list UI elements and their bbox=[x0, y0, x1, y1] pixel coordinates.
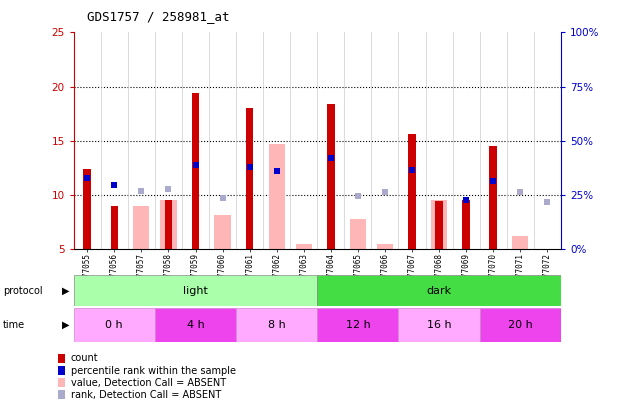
Bar bbox=[435, 201, 443, 249]
Text: 4 h: 4 h bbox=[187, 320, 204, 330]
Text: GDS1757 / 258981_at: GDS1757 / 258981_at bbox=[87, 10, 229, 23]
Bar bbox=[246, 108, 253, 249]
Bar bbox=[512, 236, 528, 249]
Bar bbox=[479, 308, 561, 342]
Bar bbox=[490, 146, 497, 249]
Bar bbox=[296, 244, 312, 249]
Bar bbox=[350, 219, 366, 249]
Bar bbox=[236, 308, 317, 342]
Text: 12 h: 12 h bbox=[345, 320, 370, 330]
Bar bbox=[133, 206, 149, 249]
Text: time: time bbox=[3, 320, 26, 330]
Text: 20 h: 20 h bbox=[508, 320, 533, 330]
Bar bbox=[110, 206, 118, 249]
Text: percentile rank within the sample: percentile rank within the sample bbox=[71, 366, 235, 375]
Text: 8 h: 8 h bbox=[268, 320, 286, 330]
Text: 0 h: 0 h bbox=[106, 320, 123, 330]
Text: value, Detection Call = ABSENT: value, Detection Call = ABSENT bbox=[71, 378, 226, 388]
Bar bbox=[192, 93, 199, 249]
Text: dark: dark bbox=[426, 286, 452, 296]
Bar bbox=[431, 200, 447, 249]
Bar bbox=[399, 308, 479, 342]
Bar bbox=[155, 308, 236, 342]
Text: ▶: ▶ bbox=[62, 286, 70, 296]
Text: light: light bbox=[183, 286, 208, 296]
Bar bbox=[165, 200, 172, 249]
Bar bbox=[327, 104, 335, 249]
Text: 16 h: 16 h bbox=[427, 320, 451, 330]
Text: ▶: ▶ bbox=[62, 320, 70, 330]
Text: rank, Detection Call = ABSENT: rank, Detection Call = ABSENT bbox=[71, 390, 221, 400]
Bar bbox=[317, 275, 561, 306]
Bar bbox=[269, 144, 285, 249]
Bar bbox=[377, 244, 393, 249]
Text: count: count bbox=[71, 354, 98, 363]
Bar bbox=[317, 308, 399, 342]
Bar bbox=[74, 308, 155, 342]
Bar bbox=[215, 215, 231, 249]
Bar bbox=[462, 200, 470, 249]
Bar bbox=[160, 200, 176, 249]
Text: protocol: protocol bbox=[3, 286, 43, 296]
Bar bbox=[408, 134, 416, 249]
Bar bbox=[74, 275, 317, 306]
Bar bbox=[83, 169, 91, 249]
